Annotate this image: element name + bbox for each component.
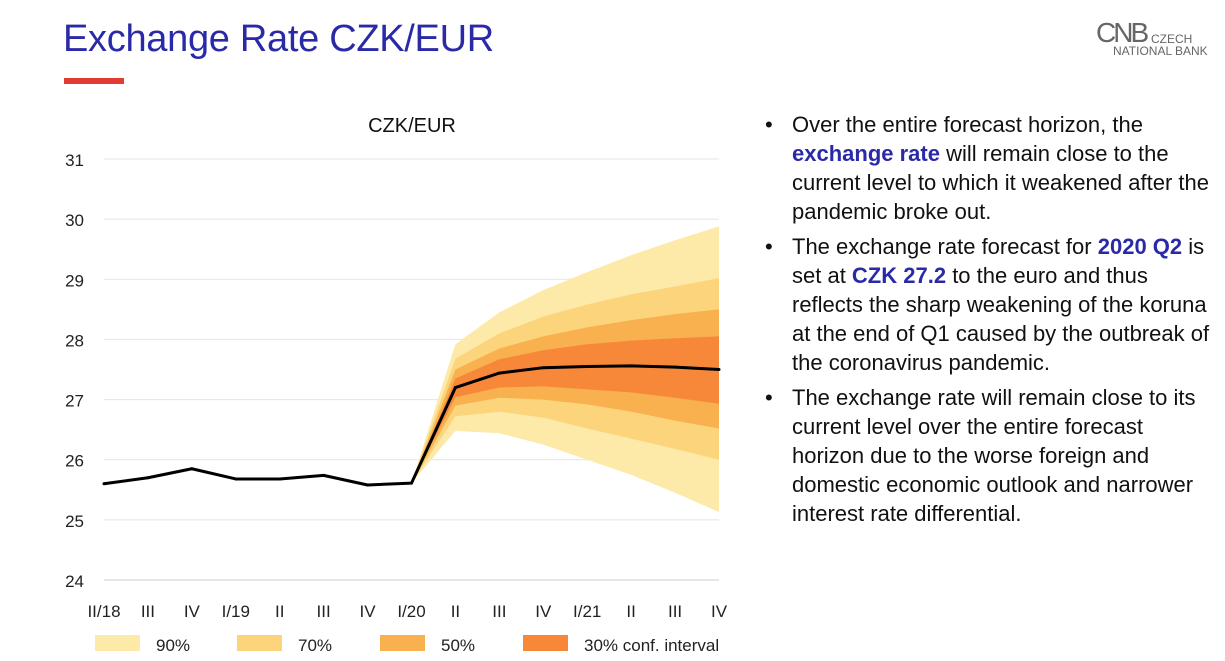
y-axis-ticks: 24 25 26 27 28 29 30 31 <box>65 151 84 591</box>
x-tick-label: I/21 <box>573 602 601 621</box>
y-tick-label: 31 <box>65 151 84 170</box>
legend-swatch <box>380 635 425 651</box>
data-point <box>102 482 106 486</box>
bullet-text: to the euro and thus reflects the sharp … <box>792 263 1210 375</box>
bullet-text: is set at <box>792 234 1205 288</box>
bullet-highlight: exchange rate <box>792 141 940 166</box>
x-axis-ticks: II/18 III IV I/19 II III IV I/20 II III IV I/21 II II… <box>87 602 727 621</box>
legend-label: 90% <box>156 636 190 655</box>
bullet-text: The exchange rate forecast for <box>792 234 1098 259</box>
data-point <box>410 481 413 485</box>
x-tick-label: I/20 <box>397 602 425 621</box>
bullet-item: The exchange rate forecast for 2020 Q2 i… <box>765 232 1210 377</box>
data-point <box>717 368 721 371</box>
bullet-item: The exchange rate will remain close to i… <box>765 383 1210 528</box>
y-tick-label: 25 <box>65 512 84 531</box>
bullet-item: Over the entire forecast horizon, the ex… <box>765 110 1210 226</box>
legend-swatch <box>523 635 568 651</box>
y-tick-label: 26 <box>65 452 84 471</box>
x-tick-label: IV <box>711 602 728 621</box>
x-tick-label: III <box>141 602 155 621</box>
legend-label: 30% conf. interval <box>584 636 719 655</box>
y-tick-label: 27 <box>65 392 84 411</box>
exchange-rate-chart: CZK/EUR 24 25 26 27 28 29 30 31 II/18 III IV I/19 I… <box>65 115 728 655</box>
exchange-rate-line <box>102 364 721 487</box>
cnb-logo: CNB CZECH NATIONAL BANK <box>1096 17 1208 59</box>
data-point <box>673 365 677 369</box>
x-tick-label: IV <box>535 602 552 621</box>
page-title: Exchange Rate CZK/EUR <box>63 18 494 60</box>
data-point <box>234 477 238 481</box>
bullet-highlight: 2020 Q2 <box>1097 234 1183 259</box>
x-tick-label: I/19 <box>222 602 250 621</box>
x-tick-label: III <box>492 602 506 621</box>
bullet-list: Over the entire forecast horizon, the ex… <box>765 110 1210 534</box>
x-tick-label: II <box>451 602 460 621</box>
logo-line-1: CZECH <box>1151 32 1193 46</box>
bullet-text: The exchange rate will remain close to i… <box>792 385 1196 526</box>
legend-label: 50% <box>441 636 475 655</box>
data-point <box>453 386 457 390</box>
x-tick-label: II <box>626 602 635 621</box>
logo-line-2: NATIONAL BANK <box>1113 44 1208 58</box>
bullet-text: Over the entire forecast horizon, the <box>792 112 1143 137</box>
bullet-highlight: CZK 27.2 <box>851 263 947 288</box>
data-point <box>366 483 370 487</box>
x-tick-label: III <box>317 602 331 621</box>
data-point <box>629 364 633 368</box>
chart-legend: 90% 70% 50% 30% conf. interval <box>95 635 719 655</box>
legend-swatch <box>237 635 282 651</box>
data-point <box>278 477 282 481</box>
logo-mark: CNB <box>1096 17 1149 48</box>
x-tick-label: IV <box>184 602 201 621</box>
chart-title: CZK/EUR <box>368 115 456 137</box>
data-point <box>585 364 589 368</box>
legend-label: 70% <box>298 636 332 655</box>
x-tick-label: III <box>668 602 682 621</box>
x-tick-label: II/18 <box>87 602 120 621</box>
data-point <box>322 473 326 477</box>
data-point <box>497 371 501 375</box>
y-tick-label: 30 <box>65 211 84 230</box>
fan-bands <box>411 226 719 513</box>
bullet-text: will remain close to the current level t… <box>792 141 1210 224</box>
data-point <box>541 366 545 370</box>
y-tick-label: 29 <box>65 271 84 290</box>
data-point <box>146 476 150 480</box>
y-tick-label: 24 <box>65 572 84 591</box>
title-accent-bar <box>64 78 124 84</box>
fan-band-30-conf-interval <box>411 336 719 484</box>
y-tick-label: 28 <box>65 331 84 350</box>
x-tick-label: IV <box>360 602 377 621</box>
data-point <box>190 467 194 471</box>
x-tick-label: II <box>275 602 284 621</box>
legend-swatch <box>95 635 140 651</box>
